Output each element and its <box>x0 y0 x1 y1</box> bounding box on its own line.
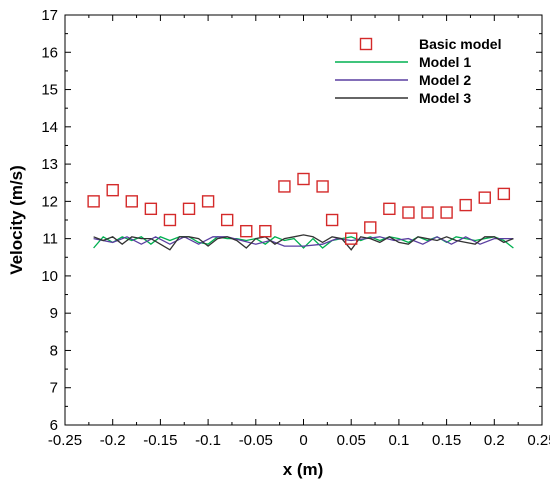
y-tick-label: 9 <box>50 305 58 322</box>
x-tick-label: -0.1 <box>195 432 221 449</box>
x-tick-label: 0.1 <box>388 432 409 449</box>
y-tick-label: 17 <box>41 7 58 24</box>
data-point <box>297 172 310 186</box>
y-tick-label: 8 <box>50 342 58 359</box>
x-tick-label: -0.25 <box>48 432 82 449</box>
data-point <box>144 202 158 216</box>
data-point <box>240 224 253 238</box>
data-point <box>364 221 377 234</box>
data-point <box>278 180 291 193</box>
x-axis-ticks: -0.25 -0.2 -0.15 -0.1 -0.05 0 0.05 0.1 0.15 0.2 0.… <box>48 15 550 449</box>
data-point <box>421 206 434 219</box>
data-point <box>325 213 339 227</box>
x-axis-title: x (m) <box>283 460 324 479</box>
x-tick-label: 0.25 <box>527 432 550 449</box>
y-tick-label: 7 <box>50 380 58 397</box>
data-point <box>163 213 177 227</box>
data-point <box>106 183 119 197</box>
x-tick-label: -0.2 <box>100 432 126 449</box>
data-point <box>87 195 100 208</box>
data-point <box>345 232 358 245</box>
data-point <box>259 224 272 238</box>
y-tick-label: 6 <box>50 417 58 434</box>
series-line-model-3 <box>93 234 514 251</box>
data-point <box>201 195 215 208</box>
y-tick-label: 10 <box>41 268 58 285</box>
legend-label: Model 3 <box>419 90 471 106</box>
data-point <box>440 206 453 219</box>
data-point <box>497 187 511 201</box>
legend-marker <box>359 37 373 51</box>
data-point <box>316 180 329 193</box>
y-axis-ticks: 6 7 8 9 10 11 12 13 14 15 16 17 <box>41 7 542 434</box>
y-axis-title: Velocity (m/s) <box>7 165 26 275</box>
data-point <box>402 206 415 219</box>
x-tick-label: 0 <box>299 432 307 449</box>
legend-label: Basic model <box>419 36 501 52</box>
x-tick-label: 0.15 <box>432 432 461 449</box>
data-point <box>182 202 196 216</box>
y-tick-label: 11 <box>42 231 58 248</box>
y-tick-label: 14 <box>41 119 58 136</box>
data-point <box>125 195 138 208</box>
y-tick-label: 16 <box>41 44 58 61</box>
data-point <box>383 202 396 216</box>
x-tick-label: 0.2 <box>484 432 505 449</box>
legend-label: Model 2 <box>419 72 471 88</box>
y-tick-label: 12 <box>41 193 58 210</box>
data-point <box>220 213 234 227</box>
legend-label: Model 1 <box>419 54 471 70</box>
data-point <box>459 198 472 212</box>
x-tick-label: -0.05 <box>239 432 273 449</box>
series-layer <box>87 172 514 251</box>
x-tick-label: -0.15 <box>143 432 177 449</box>
legend: Basic model Model 1 Model 2 Model 3 <box>335 36 501 106</box>
data-point <box>478 191 491 204</box>
y-tick-label: 15 <box>41 82 58 99</box>
x-tick-label: 0.05 <box>337 432 366 449</box>
y-tick-label: 13 <box>41 156 58 173</box>
